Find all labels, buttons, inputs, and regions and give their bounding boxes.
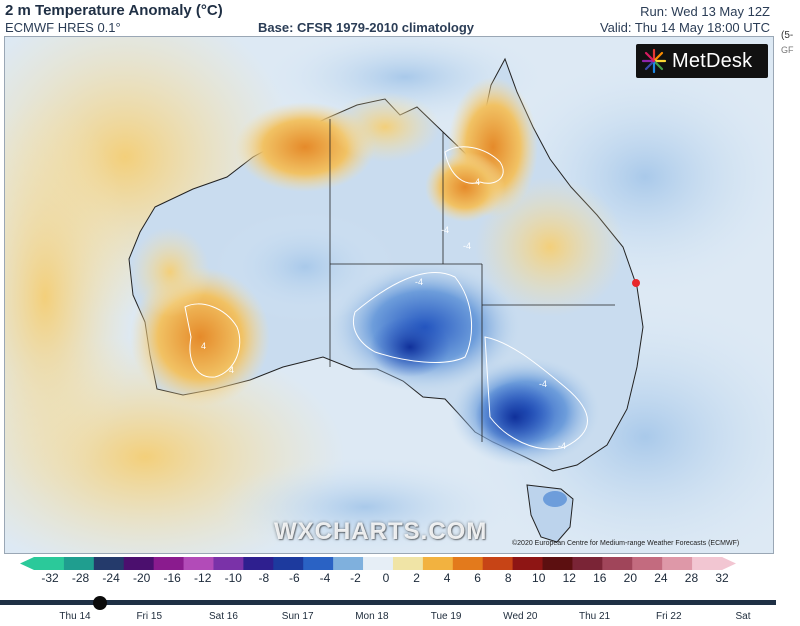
timeline-day-label[interactable]: Wed 20 <box>503 611 538 622</box>
scale-tick-label: 10 <box>532 571 546 585</box>
scale-tick-label: -6 <box>289 571 300 585</box>
scale-color-segment <box>93 557 125 570</box>
svg-text:-4: -4 <box>441 225 449 235</box>
scale-color-segment <box>452 557 484 570</box>
map-canvas: 4 4 4 -4 -4 -4 -4 -4 <box>5 37 773 553</box>
scale-color-segment <box>572 557 603 570</box>
scale-color-segment <box>422 557 454 570</box>
svg-text:-4: -4 <box>539 379 547 389</box>
side-panel-sublabel: GF <box>781 45 794 55</box>
copyright-text: ©2020 European Centre for Medium-range W… <box>512 540 740 547</box>
scale-tick-label: 32 <box>715 571 729 585</box>
svg-text:4: 4 <box>201 341 206 351</box>
scale-color-segment <box>692 557 723 570</box>
scale-tick-label: 20 <box>623 571 638 585</box>
scale-color-segment <box>602 557 633 570</box>
scale-color-segment <box>213 557 244 570</box>
side-panel-label: (5- <box>781 30 794 41</box>
valid-time-label: Valid: Thu 14 May 18:00 UTC <box>599 20 770 35</box>
timeline-day-labels: Thu 14 Fri 15 Sat 16 Sun 17 Mon 18 Tue 19 Wed … <box>0 611 800 625</box>
chart-title: 2 m Temperature Anomaly (°C) <box>5 2 223 19</box>
scale-tick-label: 8 <box>504 571 512 585</box>
scale-tick-label: -10 <box>224 571 242 585</box>
tasmania-cold-spot <box>543 491 567 507</box>
scale-color-segment <box>363 557 394 570</box>
contour-labels: 4 4 4 -4 -4 -4 -4 -4 <box>201 177 566 451</box>
scale-color-segment <box>662 557 693 570</box>
scale-tick-label: 28 <box>684 571 699 585</box>
scale-tick-label: -8 <box>258 571 270 585</box>
scale-tick-label: -32 <box>41 571 59 585</box>
scale-color-segment <box>512 557 544 570</box>
scale-tick-label: 12 <box>562 571 576 585</box>
timeline-slider-handle[interactable] <box>93 596 107 610</box>
scale-color-segment <box>392 557 424 570</box>
scale-tick-label: 6 <box>474 571 481 585</box>
scale-tick-label: -28 <box>71 571 90 585</box>
scale-tick-label: 0 <box>382 571 390 585</box>
timeline-day-label[interactable]: Thu 14 <box>59 611 91 622</box>
scale-tick-label: -2 <box>350 571 361 585</box>
scale-arrow-left <box>20 557 34 570</box>
timeline-day-label[interactable]: Tue 19 <box>430 611 462 622</box>
metdesk-logo: MetDesk <box>636 44 768 78</box>
timeline-day-label[interactable]: Sat 16 <box>208 611 238 622</box>
svg-text:-4: -4 <box>558 441 566 451</box>
scale-tick-label: -12 <box>194 571 212 585</box>
contours <box>184 146 588 450</box>
scale-arrow-right <box>722 557 736 570</box>
svg-text:-4: -4 <box>463 241 471 251</box>
svg-text:4: 4 <box>475 177 480 187</box>
temperature-anomaly-map[interactable]: 4 4 4 -4 -4 -4 -4 -4 <box>4 36 774 554</box>
scale-color-segment <box>153 557 185 570</box>
scale-tick-label: 4 <box>443 571 451 585</box>
timeline-day-label[interactable]: Sun 17 <box>281 611 314 622</box>
svg-text:-4: -4 <box>415 277 423 287</box>
scale-tick-label: -24 <box>102 571 120 585</box>
model-label: ECMWF HRES 0.1° <box>5 20 121 35</box>
timeline-day-label[interactable]: Sat <box>735 611 751 622</box>
metdesk-logo-text: MetDesk <box>672 49 753 72</box>
state-borders <box>329 119 615 442</box>
scale-color-segment <box>542 557 573 570</box>
scale-color-segment <box>482 557 514 570</box>
scale-tick-label: -4 <box>319 571 331 585</box>
wxcharts-watermark: WXCHARTS.COM <box>274 518 488 545</box>
svg-text:4: 4 <box>229 365 234 375</box>
base-climatology-label: Base: CFSR 1979-2010 climatology <box>258 20 475 35</box>
metdesk-starburst-icon <box>641 48 667 74</box>
timeline-day-label[interactable]: Fri 15 <box>136 611 162 622</box>
scale-color-segment <box>183 557 214 570</box>
scale-tick-label: 16 <box>593 571 607 585</box>
scale-color-segment <box>333 557 364 570</box>
timeline-track[interactable] <box>0 600 776 605</box>
scale-color-segment <box>34 557 65 570</box>
timeline-day-label[interactable]: Mon 18 <box>355 611 389 622</box>
timeline-day-label[interactable]: Thu 21 <box>578 611 611 622</box>
timeline-day-label[interactable]: Fri 22 <box>655 611 682 622</box>
scale-color-segment <box>63 557 95 570</box>
land-anomaly-shading <box>130 77 625 467</box>
color-scale-ticks: -32 -28 -24 -20 -16 -12 -10 -8 -6 -4 -2 0 2 4 6 8 10 12 16… <box>0 571 800 587</box>
scale-tick-label: -20 <box>132 571 151 585</box>
scale-tick-label: 2 <box>413 571 420 585</box>
scale-color-segment <box>303 557 334 570</box>
color-scale-bar <box>20 557 736 570</box>
scale-color-segment <box>243 557 274 570</box>
scale-tick-label: -16 <box>163 571 181 585</box>
scale-color-segment <box>123 557 155 570</box>
scale-color-segment <box>632 557 663 570</box>
scale-color-segment <box>273 557 304 570</box>
location-marker[interactable] <box>632 279 640 287</box>
run-time-label: Run: Wed 13 May 12Z <box>640 4 770 19</box>
scale-tick-label: 24 <box>654 571 668 585</box>
